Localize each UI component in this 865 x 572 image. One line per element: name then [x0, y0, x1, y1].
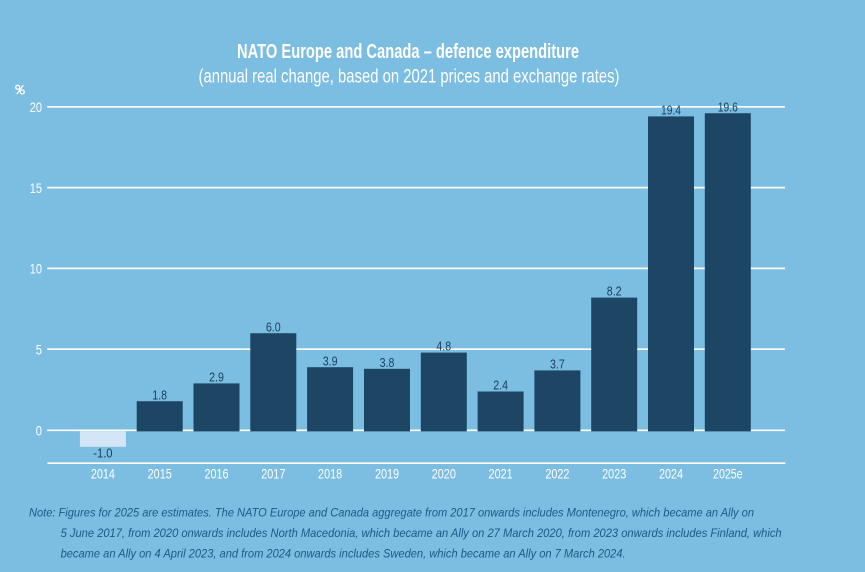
svg-text:8.2: 8.2 [607, 284, 622, 299]
svg-text:4.8: 4.8 [436, 339, 451, 354]
svg-text:3.8: 3.8 [380, 355, 395, 370]
svg-text:3.9: 3.9 [323, 353, 338, 368]
svg-text:19.6: 19.6 [718, 99, 738, 114]
svg-text:2022: 2022 [545, 465, 569, 481]
svg-text:10: 10 [30, 261, 42, 277]
svg-text:2021: 2021 [489, 465, 513, 481]
svg-text:2015: 2015 [148, 465, 172, 481]
svg-text:2018: 2018 [318, 465, 342, 481]
svg-text:5 June 2017, from 2020 onwards: 5 June 2017, from 2020 onwards includes … [61, 526, 782, 540]
svg-text:0: 0 [36, 423, 42, 439]
svg-text:Note: Figures for 2025 are est: Note: Figures for 2025 are estimates. Th… [29, 506, 754, 520]
svg-text:2017: 2017 [261, 465, 285, 481]
svg-text:(annual real change, based on: (annual real change, based on 2021 price… [199, 66, 620, 88]
svg-text:2024: 2024 [659, 465, 683, 481]
svg-text:2016: 2016 [204, 465, 228, 481]
svg-text:2.9: 2.9 [209, 370, 224, 385]
svg-text:2.4: 2.4 [493, 378, 508, 393]
svg-text:2019: 2019 [375, 465, 399, 481]
svg-text:15: 15 [30, 180, 42, 196]
svg-text:19.4: 19.4 [661, 103, 681, 118]
svg-text:3.7: 3.7 [550, 357, 565, 372]
svg-text:2025e: 2025e [713, 465, 743, 481]
svg-text:2014: 2014 [91, 465, 115, 481]
svg-text:5: 5 [36, 341, 42, 357]
svg-text:6.0: 6.0 [266, 319, 281, 334]
svg-text:2023: 2023 [602, 465, 626, 481]
svg-text:became an Ally on 4 April 2023: became an Ally on 4 April 2023, and from… [61, 547, 626, 561]
svg-text:1.8: 1.8 [152, 387, 167, 402]
svg-text:-1.0: -1.0 [93, 446, 112, 461]
svg-text:20: 20 [30, 99, 42, 115]
svg-text:NATO Europe and Canada – defen: NATO Europe and Canada – defence expendi… [237, 40, 579, 63]
svg-text:2020: 2020 [432, 465, 456, 481]
